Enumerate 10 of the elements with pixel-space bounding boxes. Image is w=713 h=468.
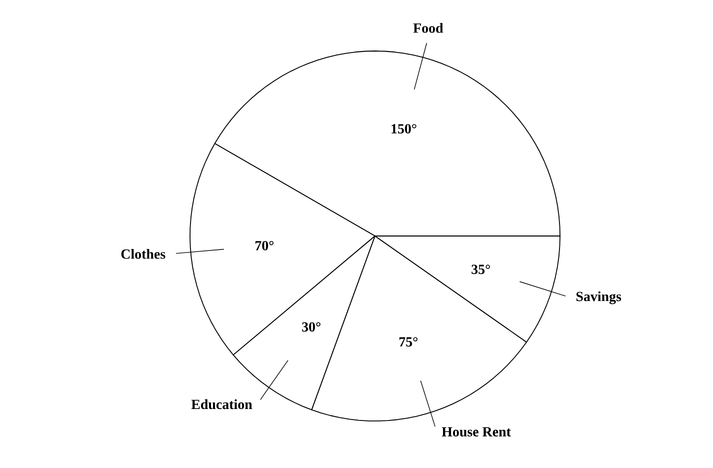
data-label: 150° <box>392 124 416 134</box>
slice-label: Education <box>191 399 252 410</box>
slice-label: House Rent <box>442 427 511 436</box>
data-label: 75° <box>399 337 418 347</box>
slice-label: Clothes <box>121 248 166 259</box>
slice-label: Savings <box>576 291 622 304</box>
data-label: 30° <box>302 322 320 332</box>
slice-label: Food <box>413 22 444 33</box>
data-label: 70° <box>255 240 274 250</box>
data-label: 35° <box>472 264 490 274</box>
